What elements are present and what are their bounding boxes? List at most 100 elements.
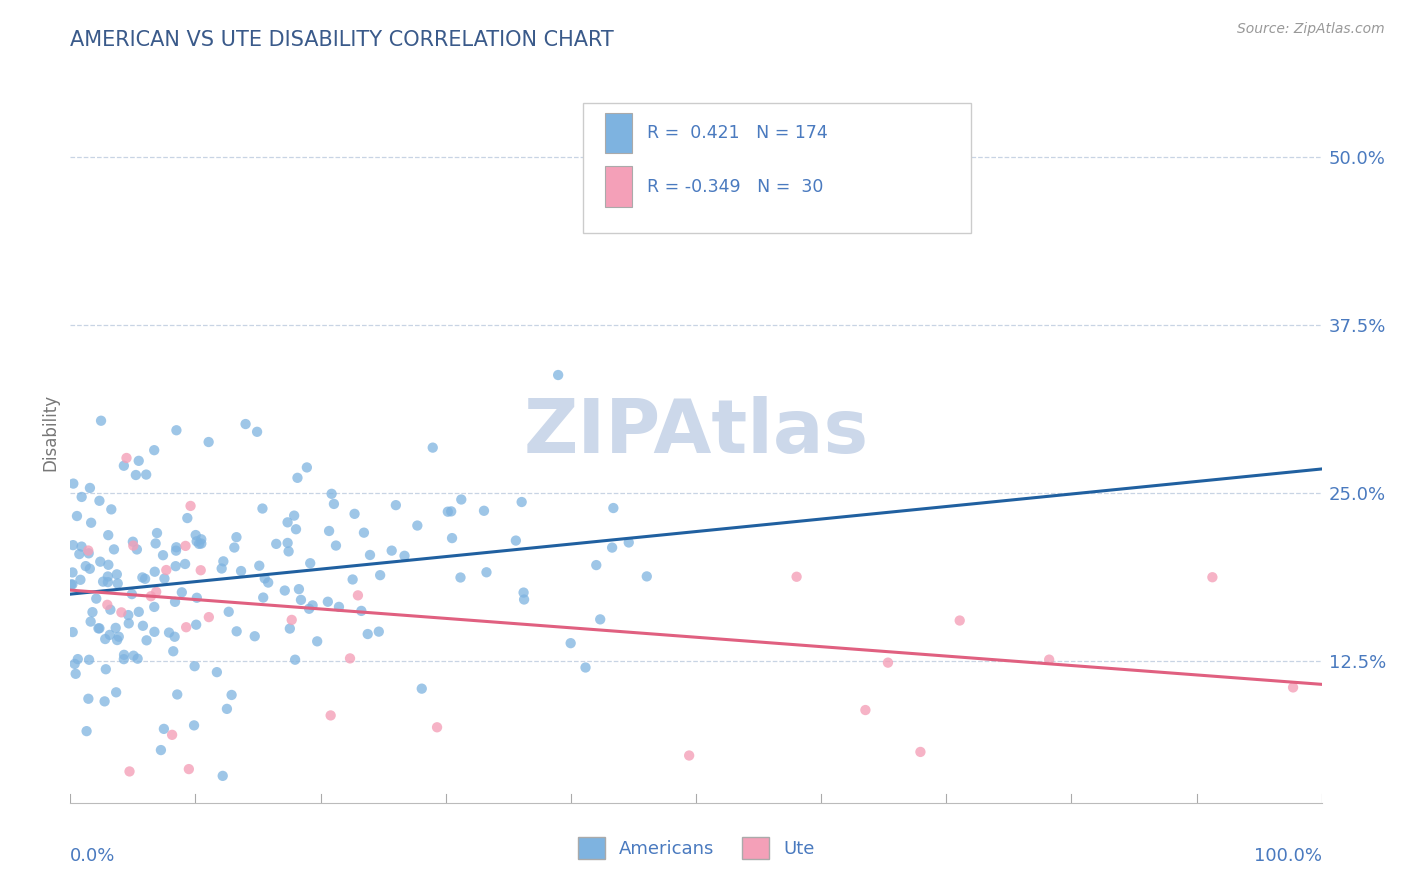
Point [165,543,187,558]
Point [786,570,808,584]
Point [62,538,84,552]
Point [205,665,228,680]
Point [347,588,370,602]
Point [135,467,157,482]
Point [218,605,240,619]
Point [441,531,464,545]
Point [188,537,211,551]
Point [128,454,150,468]
Point [146,526,169,541]
Point [143,624,166,639]
Point [128,605,150,619]
Point [190,536,212,550]
Point [505,533,527,548]
Point [69,573,91,587]
Point [278,622,301,636]
Point [145,584,167,599]
Point [170,585,193,599]
Point [264,537,287,551]
Point [104,621,127,635]
Point [325,539,347,553]
Point [122,648,145,663]
Point [165,541,187,555]
Point [215,702,238,716]
Point [211,769,233,783]
Point [560,636,582,650]
Point [284,653,307,667]
Point [105,567,128,582]
Point [145,536,167,550]
Point [287,471,309,485]
Point [406,518,429,533]
Point [225,530,247,544]
Point [100,603,122,617]
Point [135,633,157,648]
Point [79,481,101,495]
Point [143,443,166,458]
Point [118,616,141,631]
Point [247,558,270,573]
Point [600,541,623,555]
Point [513,592,536,607]
Point [112,652,135,666]
Point [125,468,148,483]
Point [547,368,569,382]
Point [166,688,188,702]
Y-axis label: Disability: Disability [41,394,59,471]
Point [225,624,247,639]
Point [307,634,329,648]
Point [139,589,162,603]
Point [112,458,135,473]
Point [132,619,155,633]
Point [510,495,533,509]
Point [183,718,205,732]
Point [60,577,83,591]
Point [118,764,141,779]
Point [422,441,444,455]
Point [63,657,86,671]
Point [98,628,121,642]
FancyBboxPatch shape [605,112,633,153]
Point [89,621,111,635]
Text: 0.0%: 0.0% [70,847,115,865]
Point [277,544,299,558]
Point [235,417,257,431]
Point [186,534,208,549]
Point [91,574,114,589]
Point [97,569,120,583]
Point [62,566,84,580]
Point [97,575,120,590]
Point [316,595,339,609]
Point [186,591,208,605]
Point [381,543,404,558]
Legend: Americans, Ute: Americans, Ute [568,828,824,868]
Text: ZIPAtlas: ZIPAtlas [523,396,869,469]
Point [472,504,495,518]
Point [350,604,373,618]
Point [512,585,534,599]
Point [186,617,208,632]
Point [318,524,340,538]
Point [77,691,100,706]
Point [107,576,129,591]
Point [60,577,83,591]
Point [211,561,233,575]
Point [368,568,391,582]
Point [252,591,274,605]
Point [574,660,596,674]
Point [288,582,311,596]
Point [105,633,128,648]
Point [440,504,463,518]
Point [165,559,187,574]
Point [253,571,276,585]
Point [949,614,972,628]
Point [198,610,221,624]
Point [105,685,128,699]
Point [163,595,186,609]
Point [66,652,89,666]
Point [475,566,498,580]
Point [342,573,364,587]
Point [174,557,197,571]
Point [367,624,389,639]
Point [77,546,100,560]
